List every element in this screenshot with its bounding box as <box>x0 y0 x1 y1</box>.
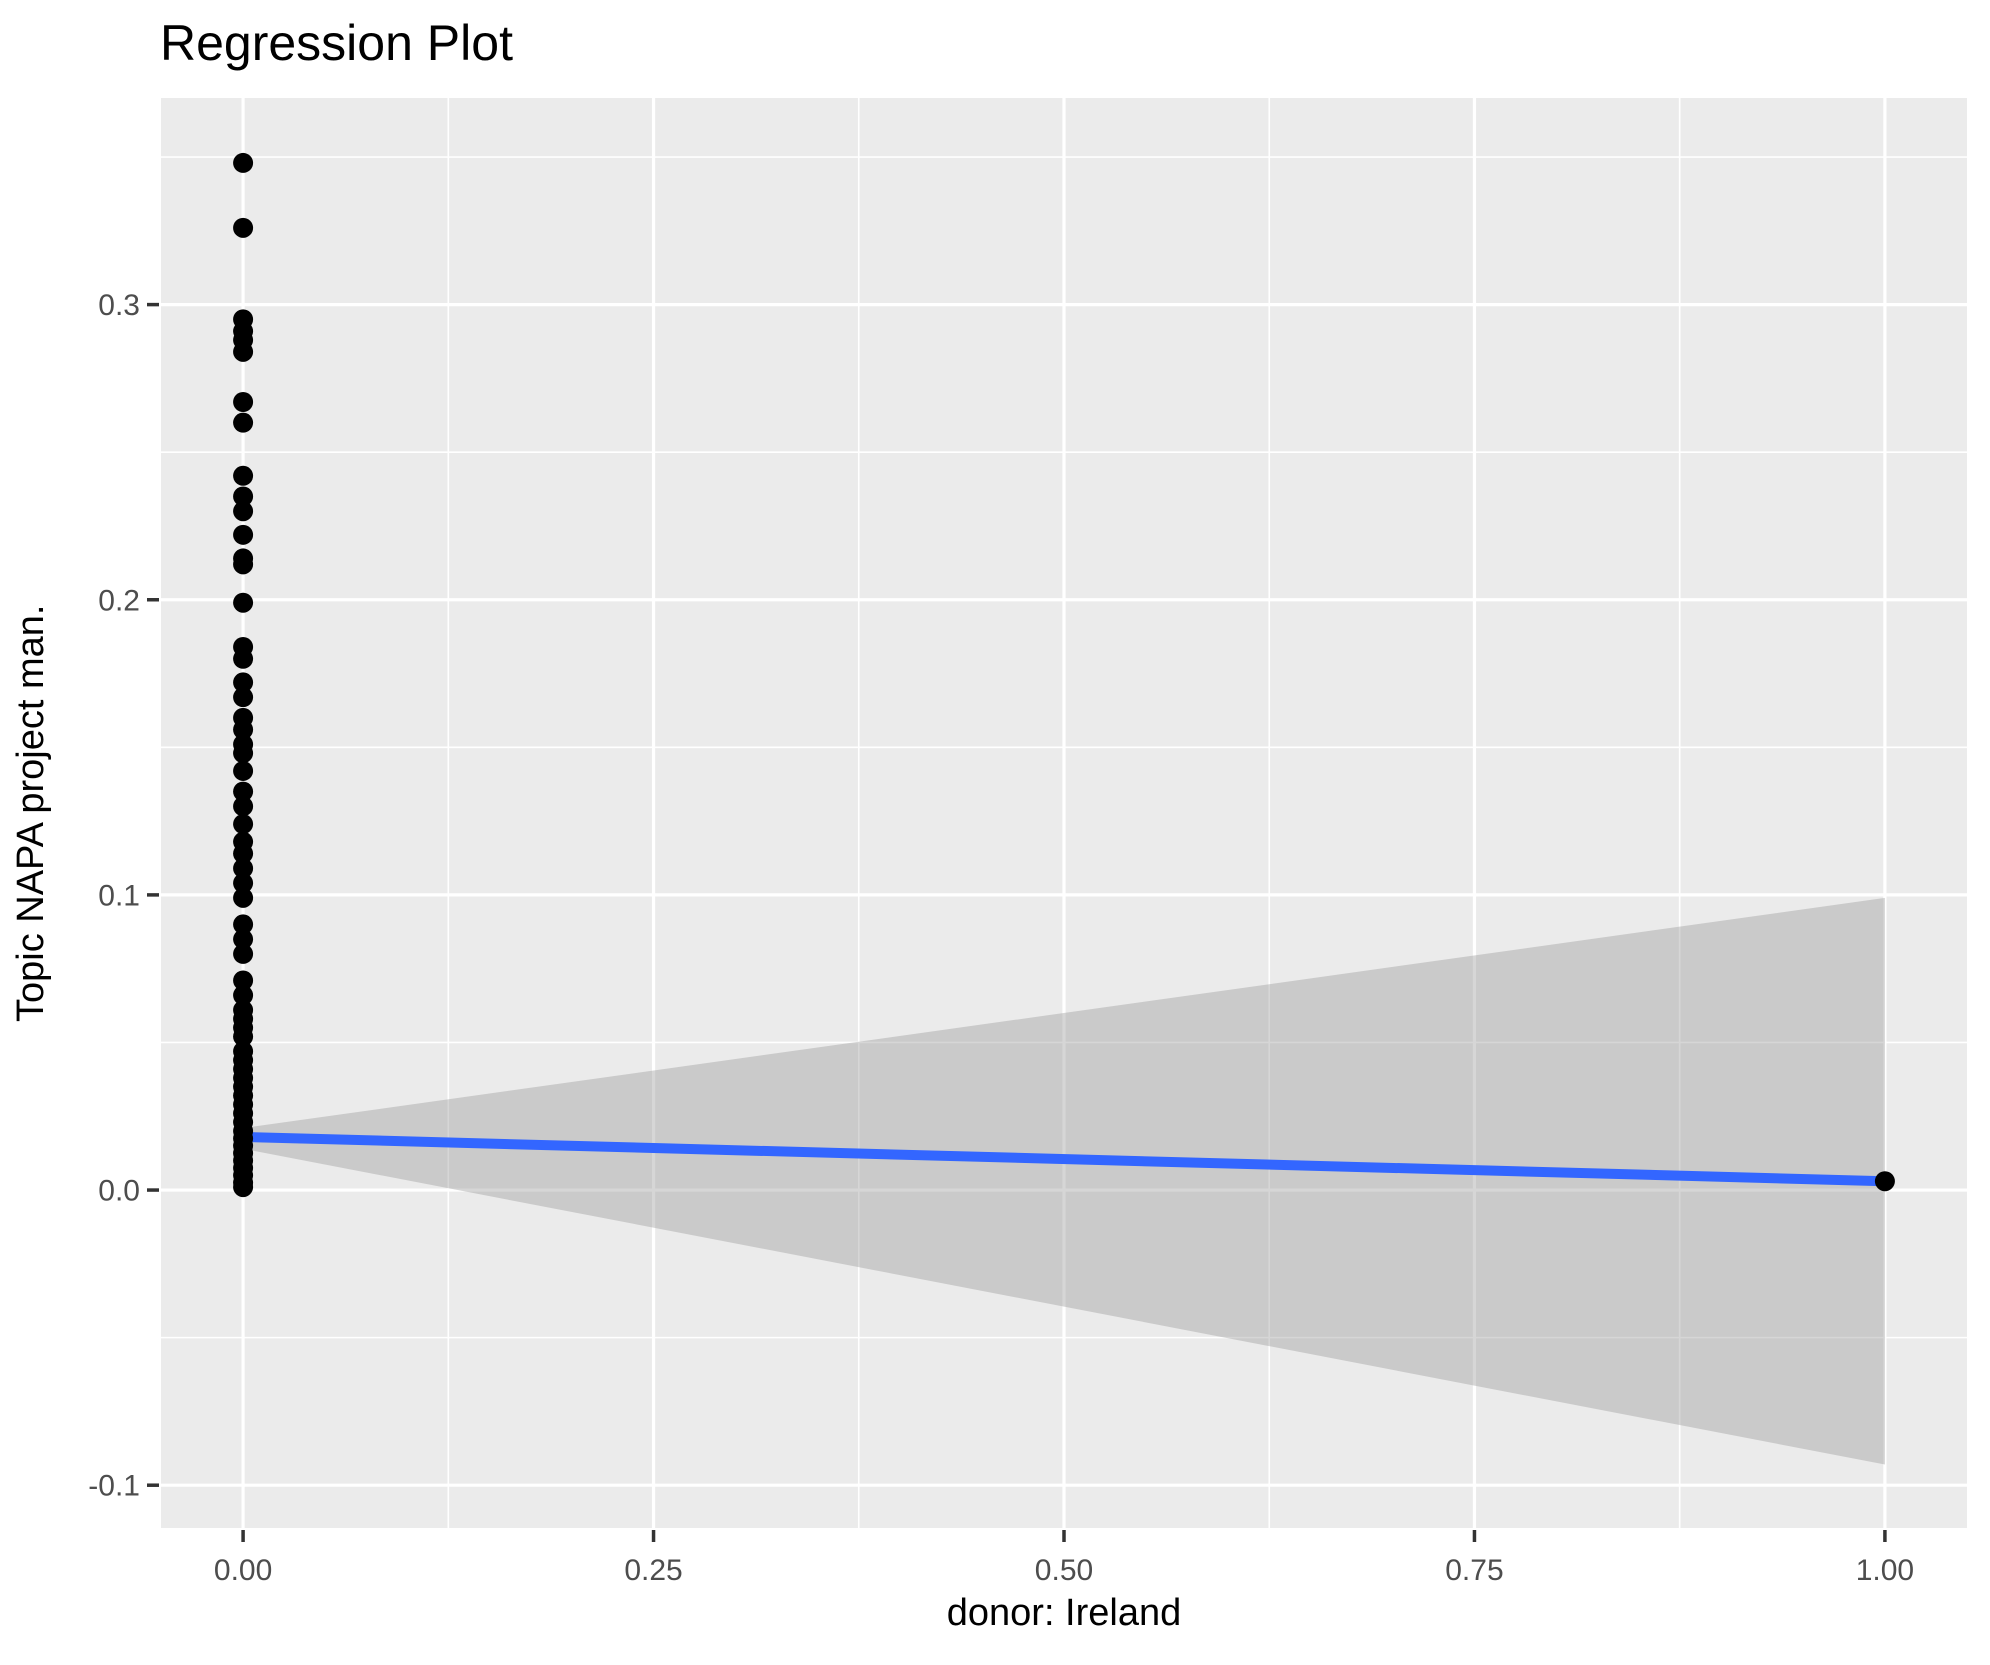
y-tick-label: -0.1 <box>88 1470 140 1503</box>
plot-title: Regression Plot <box>160 15 513 71</box>
x-tick-label: 0.50 <box>1035 1554 1093 1587</box>
data-point <box>233 501 254 522</box>
y-axis-title: Topic NAPA project man. <box>10 604 52 1022</box>
data-point <box>233 970 254 991</box>
data-point <box>233 465 254 486</box>
data-point <box>233 943 254 964</box>
data-point <box>233 796 254 817</box>
y-tick-label: 0.0 <box>98 1175 140 1208</box>
data-point <box>1874 1171 1895 1192</box>
data-point <box>233 887 254 908</box>
data-point <box>233 554 254 575</box>
x-tick-label: 0.75 <box>1445 1554 1503 1587</box>
confidence-band <box>243 897 1885 1465</box>
data-point <box>233 672 254 693</box>
y-tick-label: 0.3 <box>98 289 140 322</box>
data-point <box>233 1177 254 1198</box>
data-point <box>233 392 254 413</box>
data-point <box>233 914 254 935</box>
x-tick-label: 0.00 <box>214 1554 272 1587</box>
data-point <box>233 341 254 362</box>
data-point <box>233 743 254 764</box>
data-point <box>233 873 254 894</box>
data-point <box>233 814 254 835</box>
data-point <box>233 412 254 433</box>
data-point <box>233 592 254 613</box>
data-point <box>233 687 254 708</box>
data-point <box>233 719 254 740</box>
data-point <box>233 217 254 238</box>
data-point <box>233 152 254 173</box>
data-point <box>233 781 254 802</box>
data-point <box>233 486 254 507</box>
data-point <box>233 929 254 950</box>
x-tick-label: 1.00 <box>1856 1554 1914 1587</box>
data-point <box>233 524 254 545</box>
data-point <box>233 760 254 781</box>
data-point <box>233 858 254 879</box>
data-point <box>233 648 254 669</box>
data-point <box>233 1026 254 1047</box>
regression-line <box>242 1131 1886 1187</box>
data-point <box>233 843 254 864</box>
x-axis-title: donor: Ireland <box>946 1592 1182 1634</box>
data-point <box>233 985 254 1006</box>
x-tick-label: 0.25 <box>624 1554 682 1587</box>
y-tick-label: 0.2 <box>98 584 140 617</box>
y-tick-label: 0.1 <box>98 879 140 912</box>
